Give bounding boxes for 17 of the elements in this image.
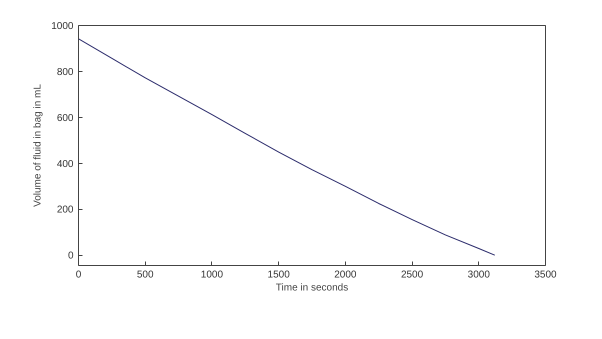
x-tick-label: 0: [76, 270, 82, 280]
y-tick-label: 1000: [51, 21, 74, 32]
x-tick-label: 2500: [400, 270, 424, 280]
x-tick-label: 3000: [468, 270, 490, 280]
x-tick-label: 2000: [334, 270, 357, 280]
line-series: [78, 38, 496, 256]
x-tick-label: 500: [136, 270, 154, 280]
x-axis-title: Time in seconds: [276, 282, 348, 294]
y-tick-label: 400: [56, 158, 74, 170]
x-tick-label: 3500: [534, 270, 558, 280]
y-tick-label: 200: [56, 204, 74, 216]
x-tick-label: 1500: [268, 270, 290, 280]
y-tick-label: 600: [56, 112, 74, 124]
y-tick-label: 800: [56, 66, 74, 78]
x-tick-label: 1000: [200, 270, 224, 280]
y-axis-title: Volume of fluid in bag in mL: [32, 84, 44, 207]
y-tick-label: 0: [68, 250, 74, 262]
